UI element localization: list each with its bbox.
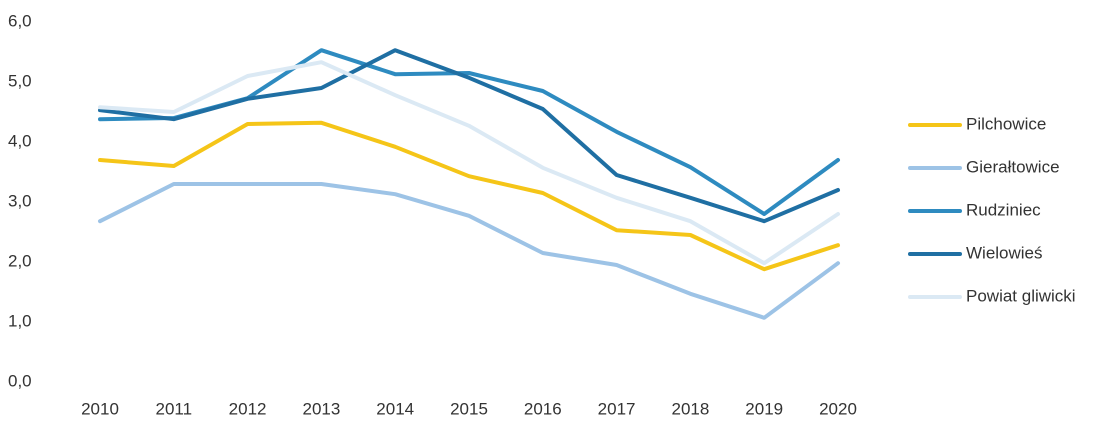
y-tick-label: 2,0 xyxy=(8,251,32,270)
legend-label: Powiat gliwicki xyxy=(966,286,1076,305)
series-line xyxy=(98,48,840,216)
x-tick-label: 2017 xyxy=(598,399,636,418)
y-tick-label: 3,0 xyxy=(8,191,32,210)
y-tick-label: 0,0 xyxy=(8,371,32,390)
x-tick-label: 2020 xyxy=(819,399,857,418)
series-line xyxy=(98,120,840,272)
series-line xyxy=(98,182,840,320)
y-tick-label: 4,0 xyxy=(8,131,32,150)
x-tick-label: 2013 xyxy=(302,399,340,418)
x-tick-label: 2012 xyxy=(229,399,267,418)
legend-label: Gierałtowice xyxy=(966,157,1060,176)
legend-label: Pilchowice xyxy=(966,114,1046,133)
x-tick-label: 2011 xyxy=(156,399,193,418)
legend-label: Rudziniec xyxy=(966,200,1041,219)
x-tick-label: 2019 xyxy=(745,399,783,418)
x-tick-label: 2018 xyxy=(671,399,709,418)
x-tick-label: 2016 xyxy=(524,399,562,418)
y-tick-label: 5,0 xyxy=(8,71,32,90)
x-tick-label: 2010 xyxy=(81,399,119,418)
legend-label: Wielowieś xyxy=(966,243,1043,262)
y-tick-label: 1,0 xyxy=(8,311,32,330)
series-line xyxy=(98,48,840,224)
x-tick-label: 2014 xyxy=(376,399,414,418)
x-tick-label: 2015 xyxy=(450,399,488,418)
series-line xyxy=(98,60,840,266)
y-tick-label: 6,0 xyxy=(8,11,32,30)
